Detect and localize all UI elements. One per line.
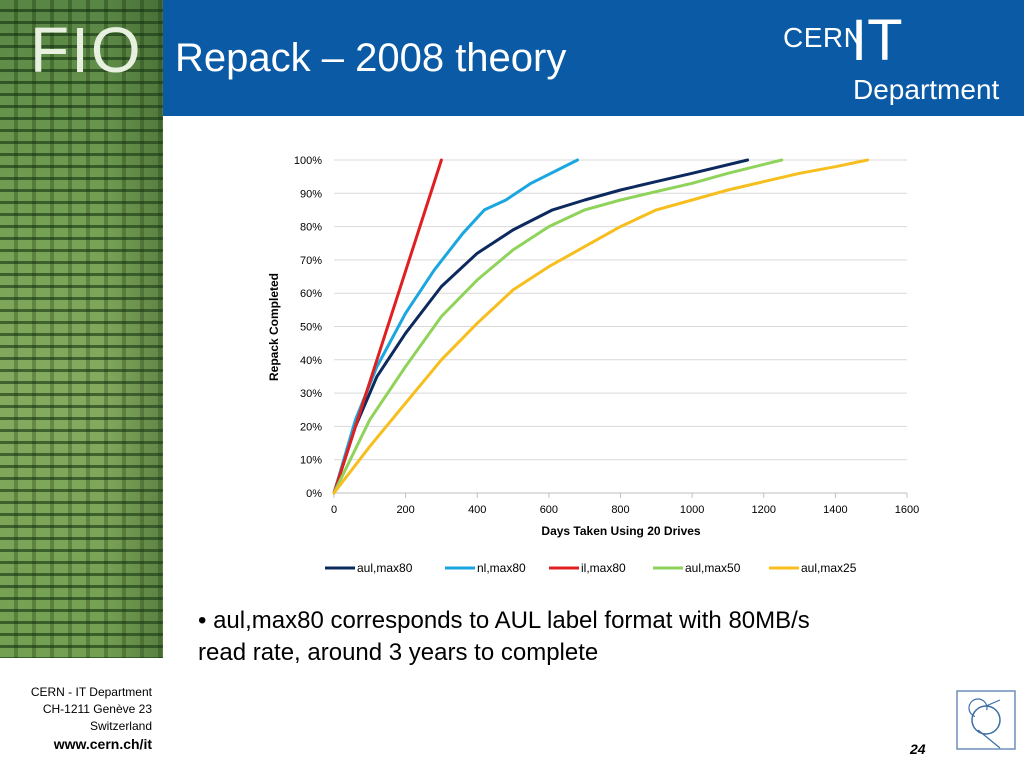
x-tick-label: 1400 — [823, 504, 847, 516]
chart-legend: aul,max80 nl,max80 il,max80 aul,max50 aul,ma… — [325, 561, 857, 575]
y-tick-label: 70% — [300, 255, 322, 267]
fio-brand: FIO — [30, 14, 143, 86]
series-line-aul-max50 — [332, 158, 784, 495]
logo-it-text: IT — [851, 8, 903, 73]
logo-department-text: Department — [853, 74, 1000, 105]
y-axis-label: Repack Completed — [267, 273, 281, 381]
x-tick-label: 0 — [331, 504, 337, 516]
footer-address-line: CERN - IT Department — [30, 685, 152, 699]
x-tick-label: 1000 — [680, 504, 704, 516]
footer-url-link[interactable]: www.cern.ch/it — [53, 736, 152, 752]
x-tick-label: 600 — [540, 504, 558, 516]
series-line-aul-max80 — [332, 158, 750, 495]
line-chart: 0% 10% 20% 30% 40% 50% 60% 70% 80% 90% 100% 0 200 40… — [267, 155, 919, 575]
x-tick-label: 400 — [468, 504, 486, 516]
legend-label: aul,max80 — [357, 561, 413, 575]
series-line-il-max80 — [332, 158, 443, 495]
legend-label: nl,max80 — [477, 561, 526, 575]
x-tick-label: 1200 — [752, 504, 776, 516]
footer-address-line: CH-1211 Genève 23 — [42, 702, 152, 716]
cern-logo-icon — [956, 690, 1016, 750]
page-number: 24 — [910, 741, 926, 757]
x-axis-label: Days Taken Using 20 Drives — [541, 524, 701, 538]
y-tick-label: 10% — [300, 455, 322, 467]
y-tick-label: 50% — [300, 322, 322, 334]
y-tick-label: 20% — [300, 421, 322, 433]
legend-label: aul,max50 — [685, 561, 741, 575]
y-tick-label: 100% — [294, 155, 322, 167]
header-band: Repack – 2008 theory CERN IT Department — [163, 0, 1024, 116]
x-tick-label: 800 — [611, 504, 629, 516]
chart-grid — [333, 159, 908, 498]
bullet-text: • aul,max80 corresponds to AUL label for… — [198, 607, 810, 666]
logo-cern-text: CERN — [783, 22, 865, 53]
chart-series — [332, 158, 870, 495]
y-tick-label: 60% — [300, 288, 322, 300]
y-tick-label: 90% — [300, 188, 322, 200]
y-tick-label: 30% — [300, 388, 322, 400]
footer-address: CERN - IT Department CH-1211 Genève 23 S… — [0, 684, 152, 735]
y-tick-label: 0% — [306, 488, 322, 500]
x-tick-label: 1600 — [895, 504, 919, 516]
series-line-aul-max25 — [332, 158, 870, 495]
y-tick-label: 80% — [300, 222, 322, 234]
server-rack-image: FIO — [0, 0, 163, 658]
y-tick-label: 40% — [300, 355, 322, 367]
slide-title: Repack – 2008 theory — [175, 36, 567, 80]
x-tick-labels: 0 200 400 600 800 1000 1200 1400 1600 — [331, 504, 919, 516]
footer-address-line: Switzerland — [89, 719, 152, 733]
legend-label: il,max80 — [581, 561, 626, 575]
y-tick-labels: 0% 10% 20% 30% 40% 50% 60% 70% 80% 90% 100% — [294, 155, 322, 500]
legend-label: aul,max25 — [801, 561, 857, 575]
rack-shade — [103, 0, 163, 658]
x-tick-label: 200 — [396, 504, 414, 516]
